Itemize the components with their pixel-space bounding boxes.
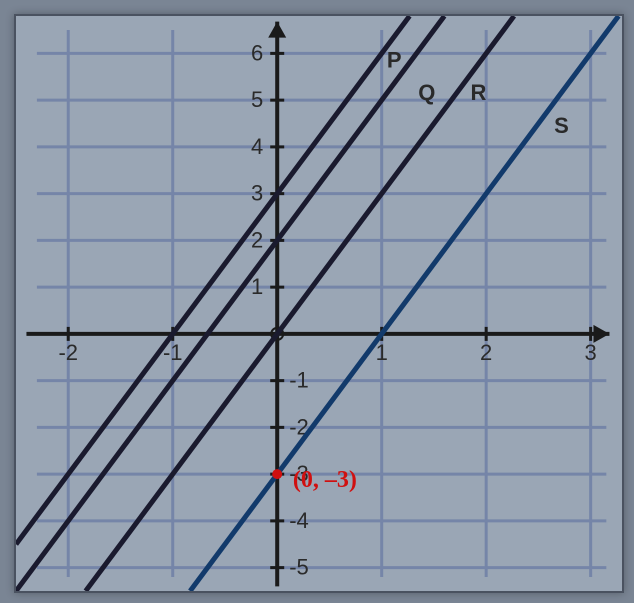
coordinate-plane: -2-1123123456-1-2-3-4-5PQRS(0, –3) — [16, 16, 622, 591]
y-tick-label: 2 — [251, 227, 263, 252]
y-tick-label: 1 — [251, 274, 263, 299]
y-tick-label: 5 — [251, 87, 263, 112]
series-label-q: Q — [418, 80, 435, 105]
series-label-s: S — [554, 113, 569, 138]
series-label-p: P — [387, 47, 402, 72]
x-tick-label: 3 — [585, 340, 597, 365]
y-tick-label: -4 — [289, 508, 309, 533]
series-line-r — [86, 16, 514, 591]
series-label-r: R — [471, 80, 487, 105]
y-tick-label: 3 — [251, 181, 263, 206]
x-tick-label: 2 — [480, 340, 492, 365]
annotation-label: (0, –3) — [293, 467, 357, 493]
y-tick-label: 6 — [251, 40, 263, 65]
series-line-q — [16, 16, 444, 591]
series-line-p — [16, 16, 410, 544]
y-tick-label: -1 — [289, 368, 309, 393]
y-tick-label: -5 — [289, 555, 309, 580]
annotation-point — [272, 469, 282, 479]
x-tick-label: -2 — [58, 340, 78, 365]
y-tick-label: 4 — [251, 134, 263, 159]
y-axis-arrow-icon — [268, 22, 286, 38]
chart-frame: -2-1123123456-1-2-3-4-5PQRS(0, –3) — [14, 14, 624, 593]
